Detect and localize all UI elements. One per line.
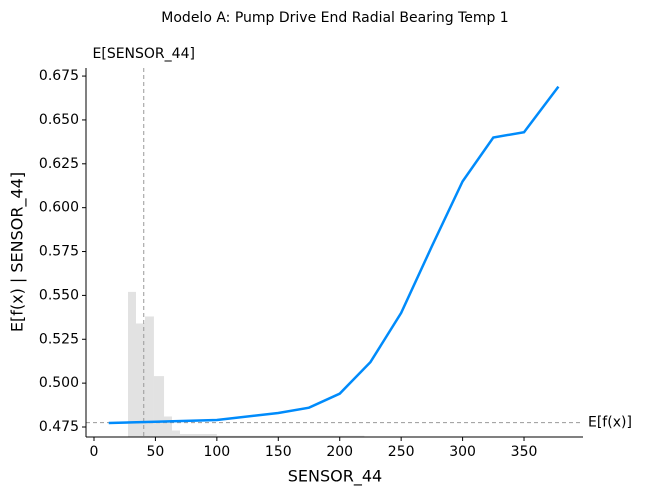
- histogram-bar: [128, 291, 137, 437]
- y-tick-label: 0.500: [39, 375, 79, 391]
- x-tick-label: 0: [90, 444, 99, 460]
- y-tick-label: 0.475: [39, 419, 79, 435]
- y-tick-label: 0.525: [39, 331, 79, 347]
- y-tick-label: 0.575: [39, 244, 79, 260]
- chart-title: Modelo A: Pump Drive End Radial Bearing …: [161, 10, 508, 26]
- x-tick-label: 50: [147, 444, 165, 460]
- y-tick-label: 0.600: [39, 200, 79, 216]
- histogram-bar: [136, 323, 145, 437]
- histogram-bar: [144, 316, 154, 437]
- x-tick-label: 250: [388, 444, 415, 460]
- y-axis-label: E[f(x) | SENSOR_44]: [8, 172, 28, 332]
- y-tick-label: 0.625: [39, 156, 79, 172]
- x-axis-label: SENSOR_44: [288, 467, 382, 487]
- y-tick-label: 0.650: [39, 112, 79, 128]
- y-tick-label: 0.550: [39, 287, 79, 303]
- x-tick-label: 100: [203, 444, 230, 460]
- x-tick-label: 200: [326, 444, 353, 460]
- expected-value-label: E[f(x)]: [588, 415, 632, 431]
- y-tick-label: 0.675: [39, 68, 79, 84]
- x-tick-label: 350: [511, 444, 538, 460]
- histogram-bar: [153, 376, 165, 437]
- histogram-bar: [179, 434, 217, 437]
- data-line: [108, 85, 560, 425]
- histogram-bar: [164, 416, 173, 437]
- histogram-bar: [216, 435, 365, 437]
- x-tick-label: 150: [265, 444, 292, 460]
- expected-feature-label: E[SENSOR_44]: [93, 46, 195, 62]
- x-tick-label: 300: [449, 444, 476, 460]
- histogram-bar: [172, 430, 180, 437]
